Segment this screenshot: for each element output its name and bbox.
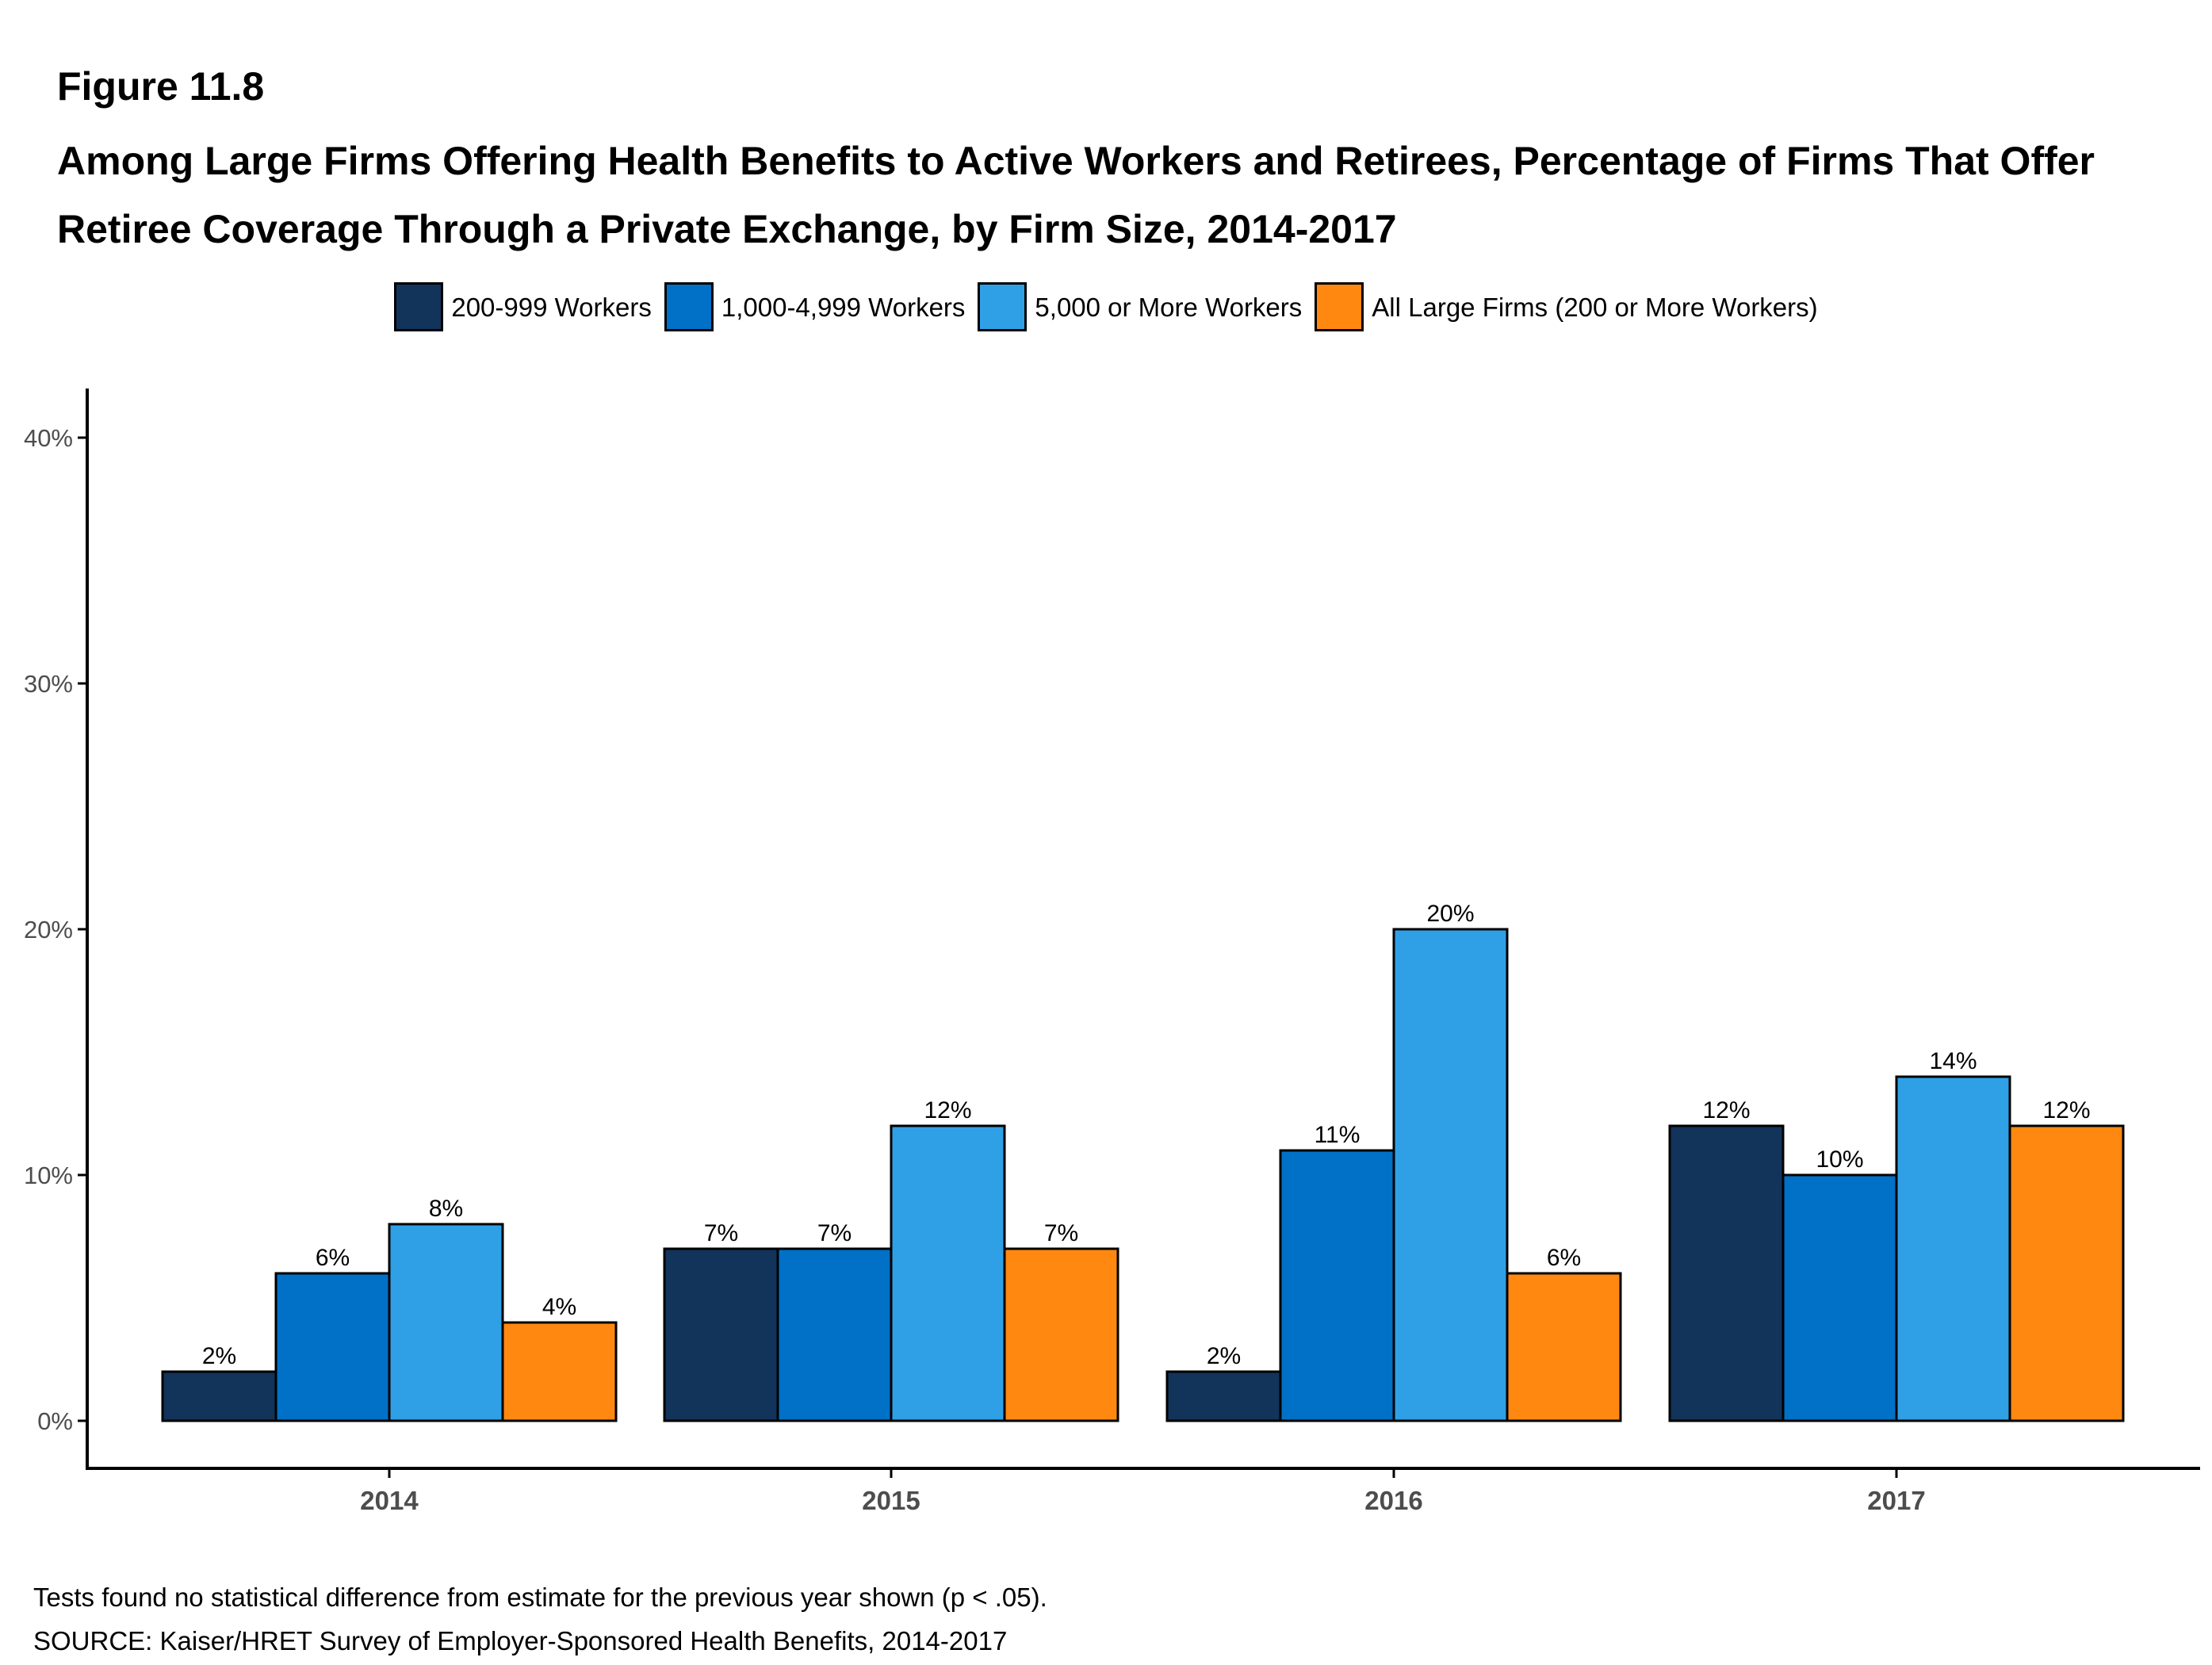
bar bbox=[1506, 1272, 1622, 1422]
y-tick-label: 20% bbox=[24, 916, 73, 944]
legend-item-5000-plus: 5,000 or More Workers bbox=[978, 282, 1302, 331]
x-axis-labels: 2014 2015 2016 2017 bbox=[360, 1468, 1926, 1515]
legend-item-1000-4999: 1,000-4,999 Workers bbox=[664, 282, 966, 331]
bar-value-label: 11% bbox=[1315, 1122, 1360, 1148]
bar-value-label: 4% bbox=[542, 1294, 576, 1320]
legend-label-200-999: 200-999 Workers bbox=[451, 292, 652, 322]
bar bbox=[1392, 928, 1509, 1422]
figure-number: Figure 11.8 bbox=[57, 64, 265, 109]
bar bbox=[1165, 1370, 1282, 1422]
legend-swatch-all-large-firms bbox=[1315, 282, 1364, 331]
legend-label-5000-plus: 5,000 or More Workers bbox=[1035, 292, 1303, 322]
bars-layer bbox=[161, 928, 2125, 1422]
legend-item-200-999: 200-999 Workers bbox=[394, 282, 652, 331]
y-tick-label: 40% bbox=[24, 424, 73, 452]
legend-item-all-large-firms: All Large Firms (200 or More Workers) bbox=[1315, 282, 1818, 331]
chart-title: Among Large Firms Offering Health Benefi… bbox=[57, 139, 2095, 251]
y-axis-ticks: 0% 10% 20% 30% 40% bbox=[24, 424, 87, 1435]
bar bbox=[776, 1247, 893, 1422]
bar-value-label: 14% bbox=[1929, 1048, 1977, 1074]
footnote-source: SOURCE: Kaiser/HRET Survey of Employer-S… bbox=[33, 1626, 1008, 1655]
bar-value-label: 20% bbox=[1426, 901, 1474, 927]
x-tick-label: 2015 bbox=[862, 1486, 920, 1515]
bar-value-label: 8% bbox=[429, 1196, 463, 1222]
x-tick-label: 2016 bbox=[1364, 1486, 1422, 1515]
bar-value-label: 7% bbox=[704, 1220, 738, 1246]
x-tick-label: 2014 bbox=[360, 1486, 419, 1515]
bar-value-label: 12% bbox=[2042, 1097, 2090, 1123]
bar-value-label: 12% bbox=[924, 1097, 971, 1123]
bar bbox=[1668, 1124, 1785, 1422]
legend-label-all-large-firms: All Large Firms (200 or More Workers) bbox=[1372, 292, 1818, 322]
chart-legend: 200-999 Workers 1,000-4,999 Workers 5,00… bbox=[0, 279, 2212, 335]
bar bbox=[501, 1321, 618, 1422]
y-tick-label: 30% bbox=[24, 670, 73, 698]
bar bbox=[388, 1223, 504, 1422]
bar bbox=[161, 1370, 277, 1422]
y-tick-label: 0% bbox=[37, 1407, 73, 1435]
bar-value-labels: 2% 7% 2% 12% 6% 7% 11% 10% 8% 12% 20% 14% 4% 7% 6% 12% bbox=[202, 901, 2091, 1369]
bar bbox=[890, 1124, 1006, 1422]
bar bbox=[1895, 1075, 2011, 1422]
bar bbox=[2008, 1124, 2125, 1422]
y-tick-label: 10% bbox=[24, 1162, 73, 1189]
bar-value-label: 12% bbox=[1702, 1097, 1750, 1123]
bar-value-label: 2% bbox=[202, 1343, 236, 1369]
bar-value-label: 2% bbox=[1207, 1343, 1241, 1369]
bar-chart: 0%10%20%30%40% 2%7%2%12%6%7%11%10%8%12%2… bbox=[24, 388, 2200, 1515]
bar-value-label: 6% bbox=[316, 1245, 350, 1271]
bar-value-label: 10% bbox=[1816, 1146, 1863, 1173]
legend-swatch-1000-4999 bbox=[664, 282, 714, 331]
bar bbox=[663, 1247, 779, 1422]
legend-label-1000-4999: 1,000-4,999 Workers bbox=[721, 292, 966, 322]
bar bbox=[1279, 1149, 1395, 1422]
footnote-note: Tests found no statistical difference fr… bbox=[33, 1583, 1047, 1612]
bar-value-label: 7% bbox=[1044, 1220, 1078, 1246]
legend-swatch-5000-plus bbox=[978, 282, 1028, 331]
bar bbox=[1003, 1247, 1119, 1422]
bar bbox=[274, 1272, 391, 1422]
x-tick-label: 2017 bbox=[1867, 1486, 1925, 1515]
legend-swatch-200-999 bbox=[394, 282, 444, 331]
bar-value-label: 7% bbox=[817, 1220, 852, 1246]
bar bbox=[1781, 1173, 1898, 1422]
bar-value-label: 6% bbox=[1547, 1245, 1581, 1271]
